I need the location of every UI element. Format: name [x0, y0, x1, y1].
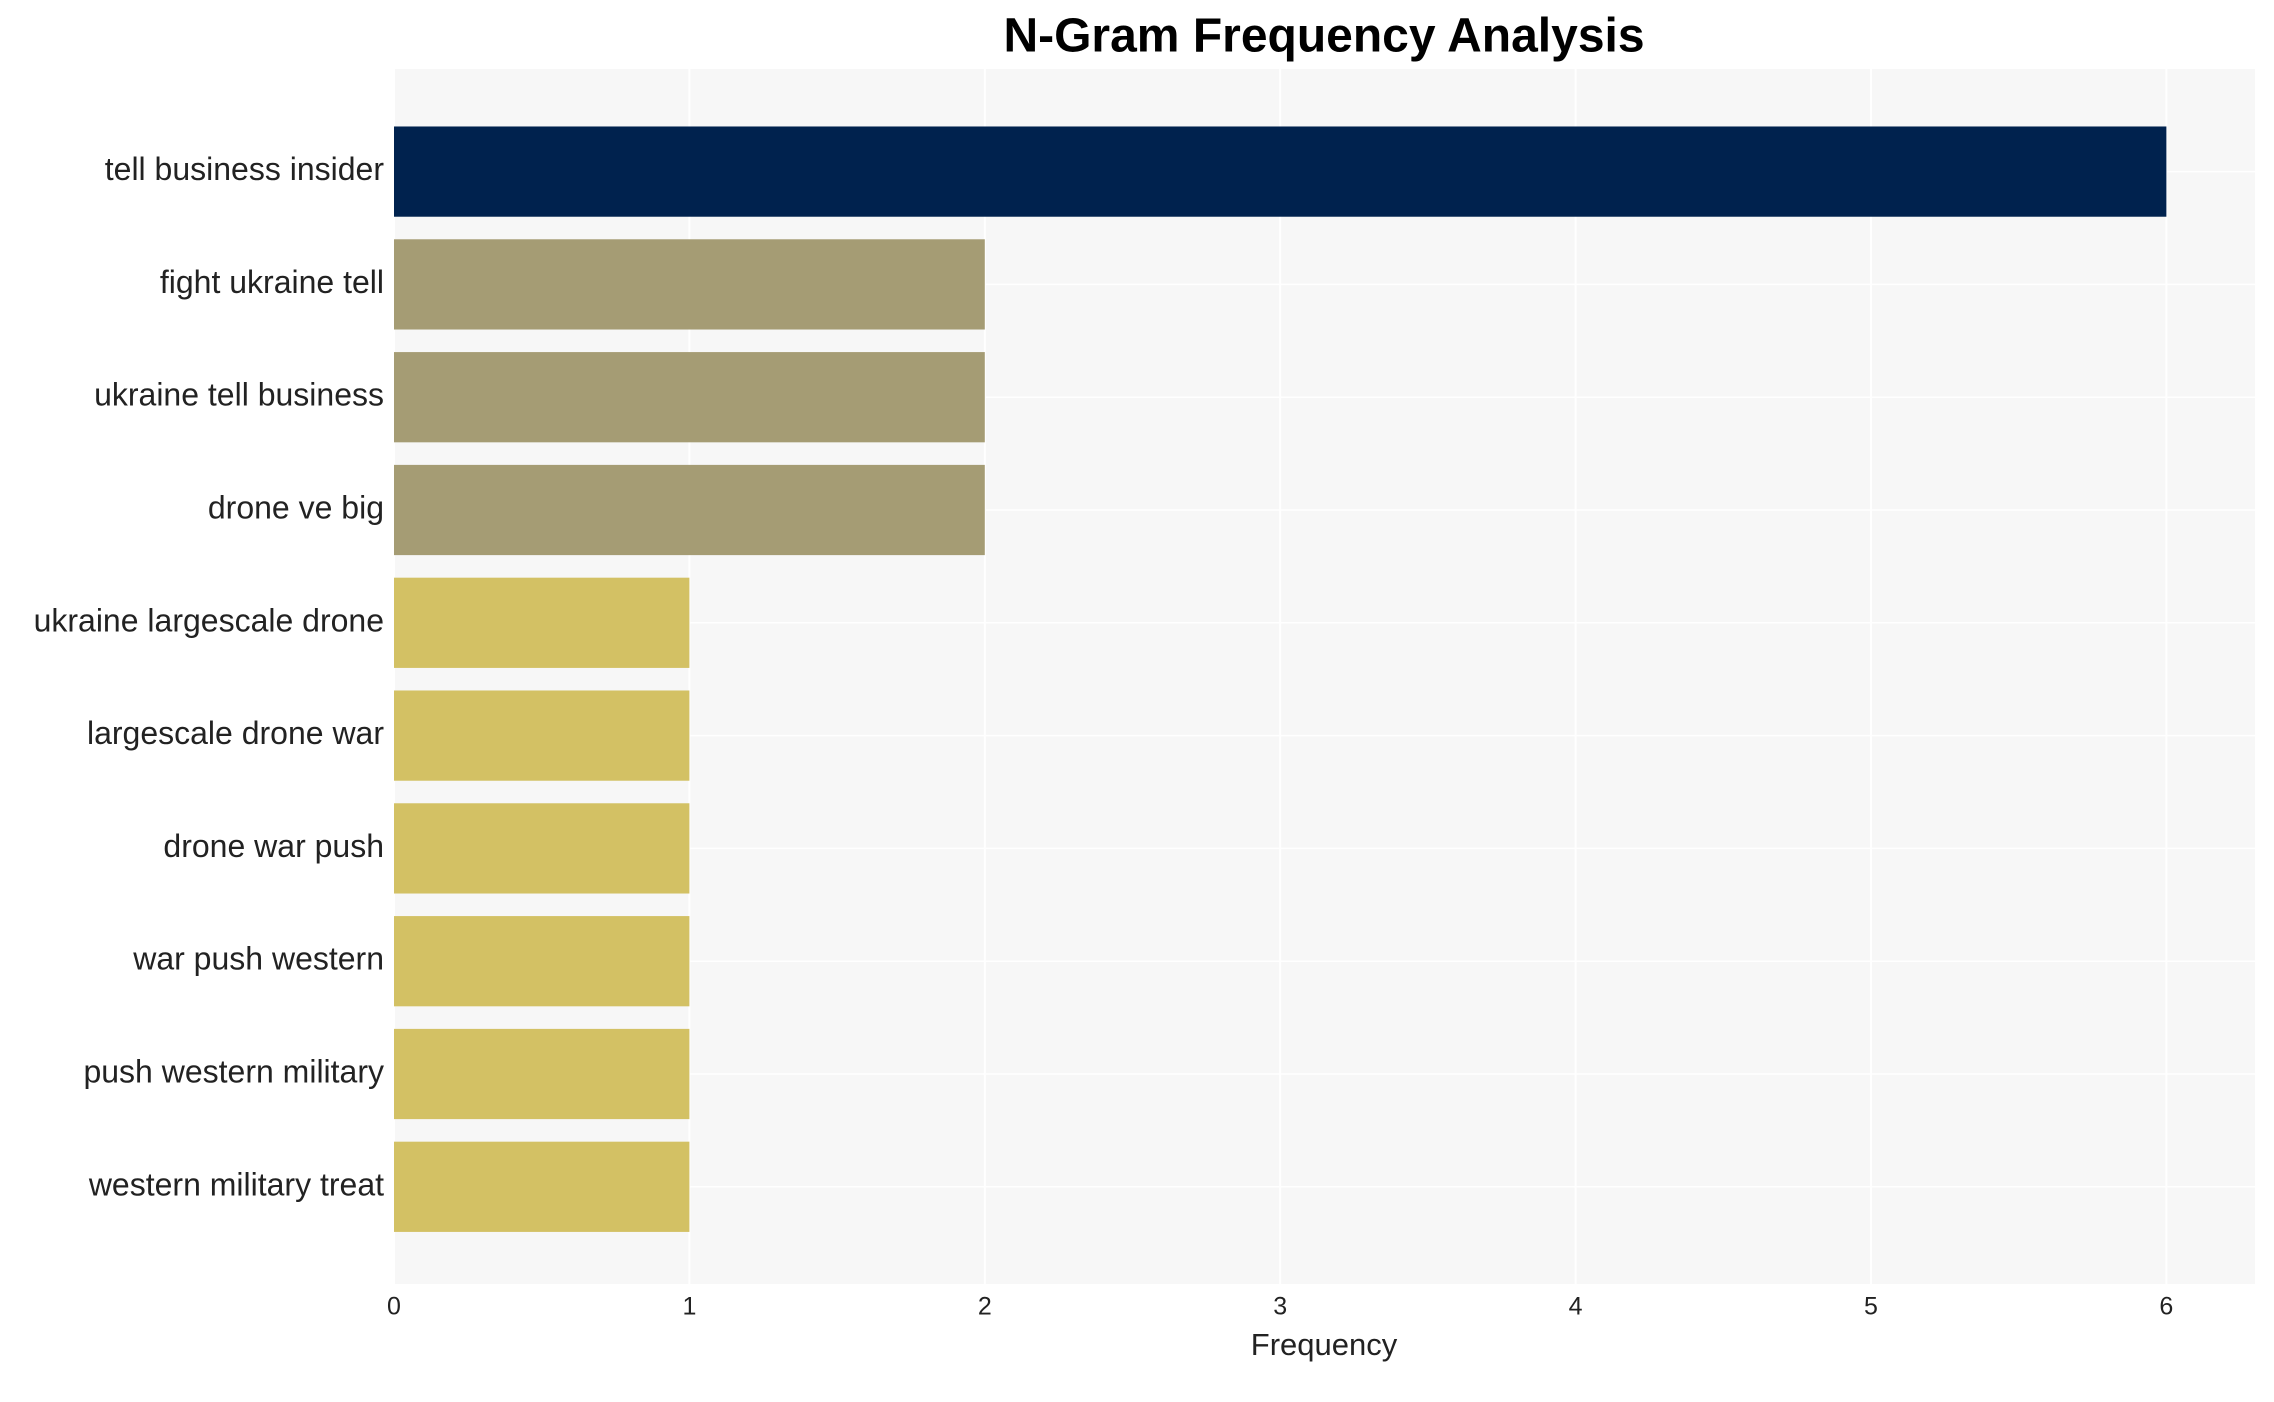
y-tick-label: western military treat	[88, 1166, 384, 1202]
y-tick-label: largescale drone war	[87, 715, 384, 751]
x-tick-label: 5	[1864, 1293, 1878, 1321]
x-tick-label: 3	[1273, 1293, 1287, 1321]
x-axis-label: Frequency	[1251, 1327, 1398, 1362]
bar	[394, 1141, 690, 1232]
y-tick-label: ukraine tell business	[94, 377, 384, 413]
bar	[394, 690, 690, 781]
y-tick-label: drone war push	[163, 828, 384, 864]
bar	[394, 352, 985, 443]
bar	[394, 239, 985, 330]
y-tick-label: push western military	[83, 1053, 384, 1089]
bar	[394, 126, 2167, 217]
y-tick-label: tell business insider	[105, 151, 385, 187]
y-tick-label: ukraine largescale drone	[34, 602, 384, 638]
chart-title: N-Gram Frequency Analysis	[1003, 10, 1644, 63]
x-tick-label: 1	[682, 1293, 696, 1321]
bar	[394, 464, 985, 556]
y-tick-label: drone ve big	[208, 489, 384, 525]
bar	[394, 577, 690, 668]
bar	[394, 916, 690, 1007]
bar	[394, 1028, 690, 1120]
x-tick-label: 4	[1569, 1293, 1583, 1321]
x-tick-label: 2	[978, 1293, 992, 1321]
bar	[394, 803, 690, 894]
y-tick-label: fight ukraine tell	[160, 264, 384, 300]
y-tick-label: war push western	[132, 941, 384, 977]
x-tick-label: 0	[387, 1293, 401, 1321]
x-tick-label: 6	[2159, 1293, 2173, 1321]
